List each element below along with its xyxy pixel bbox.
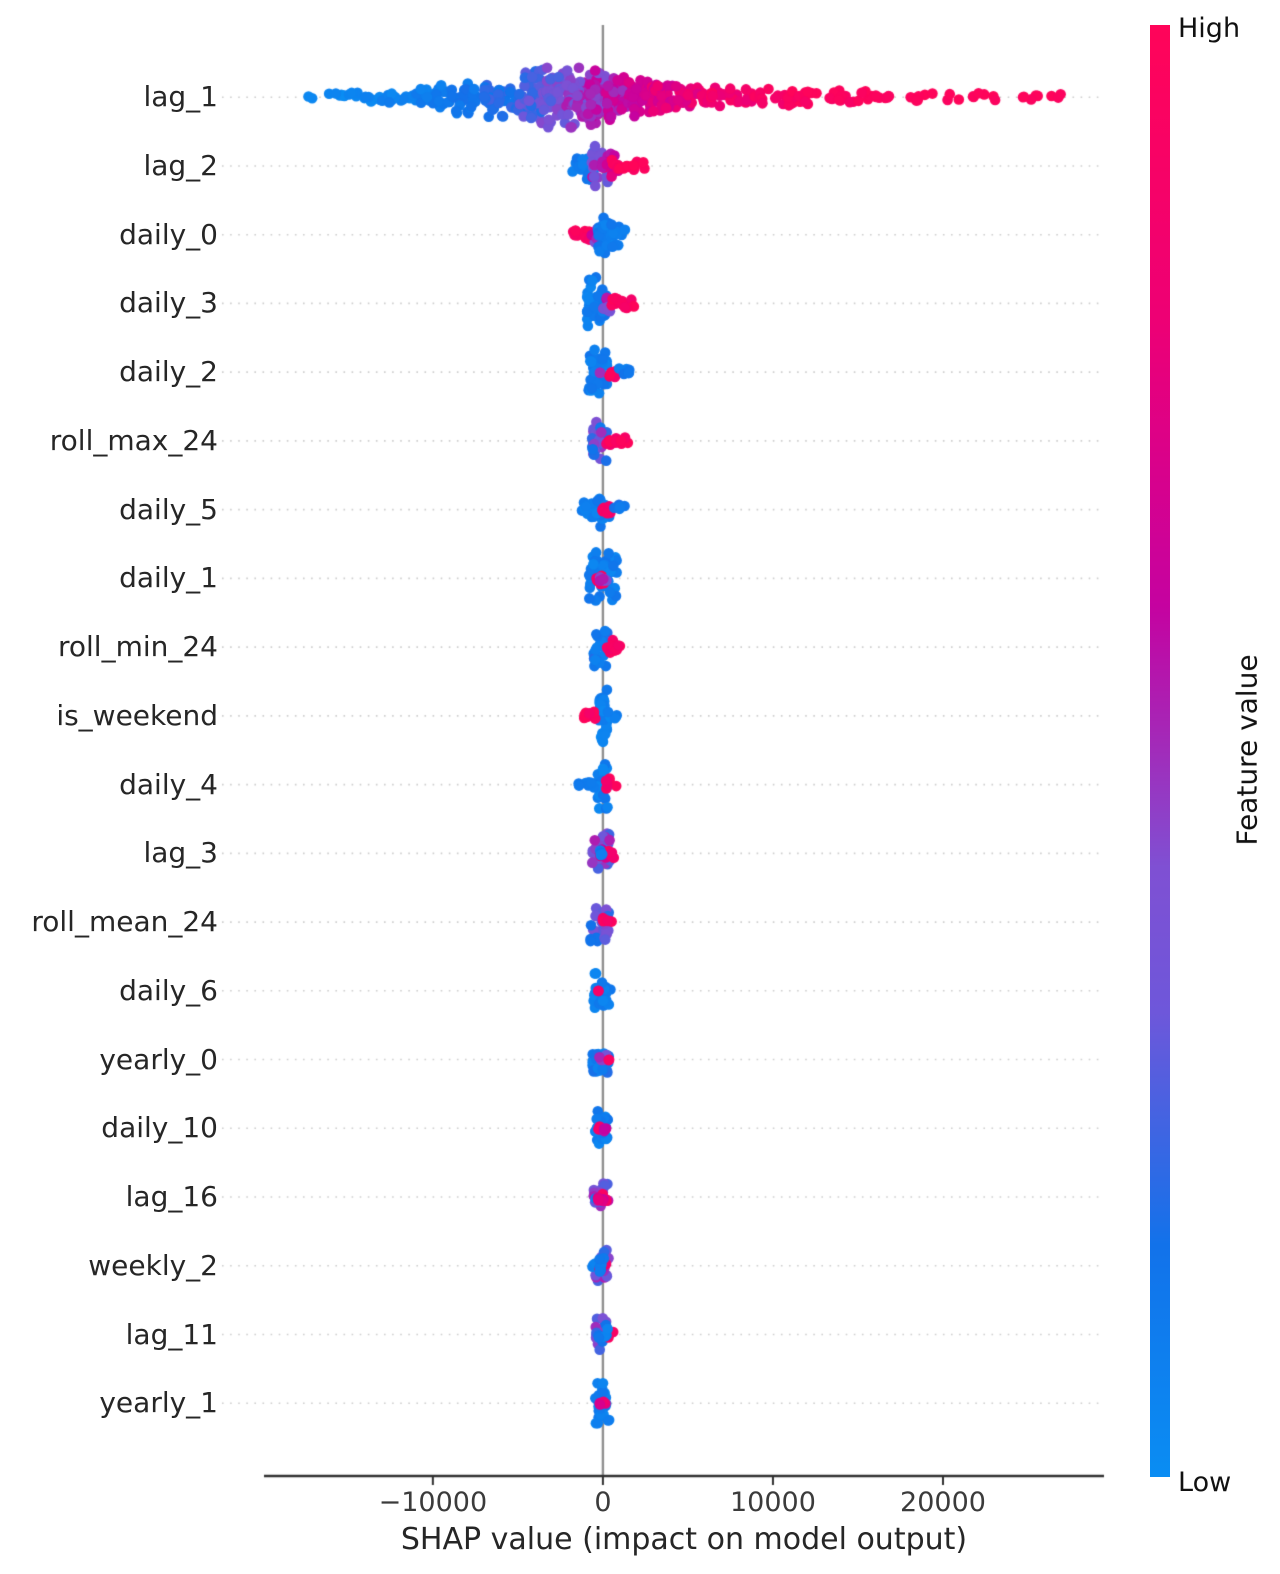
feature-label-lag_1: lag_1: [143, 80, 218, 114]
feature-label-daily_2: daily_2: [119, 355, 218, 389]
feature-label-roll_min_24: roll_min_24: [57, 630, 218, 664]
feature-label-lag_2: lag_2: [143, 148, 218, 182]
feature-label-weekly_2: weekly_2: [88, 1248, 218, 1282]
colorbar-gradient: [1150, 25, 1170, 1477]
x-tick-label-0: 0: [594, 1487, 612, 1518]
feature-label-lag_3: lag_3: [143, 836, 218, 870]
feature-label-daily_10: daily_10: [101, 1111, 218, 1145]
x-tick-label-10000: 10000: [730, 1487, 816, 1518]
colorbar-high-label: High: [1178, 13, 1241, 44]
feature-label-lag_11: lag_11: [125, 1317, 218, 1351]
feature-label-daily_5: daily_5: [119, 492, 218, 526]
feature-label-lag_16: lag_16: [125, 1180, 218, 1214]
feature-label-daily_0: daily_0: [119, 217, 218, 251]
colorbar-title: Feature value: [1230, 654, 1264, 846]
feature-label-roll_mean_24: roll_mean_24: [31, 905, 218, 939]
x-axis-title: SHAP value (impact on model output): [400, 1522, 968, 1557]
feature-label-daily_6: daily_6: [119, 973, 218, 1007]
colorbar-low-label: Low: [1178, 1467, 1232, 1498]
feature-label-yearly_0: yearly_0: [99, 1042, 218, 1076]
x-tick-label--10000: −10000: [378, 1487, 488, 1518]
x-tick-label-20000: 20000: [900, 1487, 986, 1518]
feature-label-roll_max_24: roll_max_24: [49, 423, 218, 457]
feature-label-yearly_1: yearly_1: [99, 1386, 218, 1420]
feature-label-daily_4: daily_4: [119, 767, 218, 801]
feature-label-daily_3: daily_3: [119, 286, 218, 320]
feature-label-is_weekend: is_weekend: [56, 698, 218, 732]
feature-label-daily_1: daily_1: [119, 561, 218, 595]
